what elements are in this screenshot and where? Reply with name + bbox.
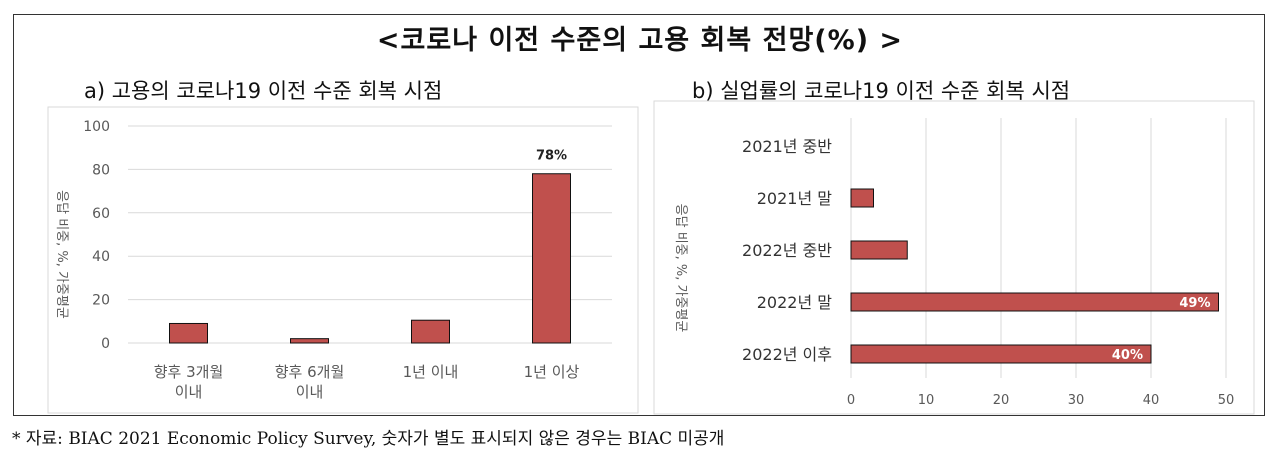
chart-a-bar	[532, 173, 571, 344]
chart-a-y-tick-label: 0	[101, 336, 110, 352]
chart-b-plot-border	[653, 100, 1255, 415]
chart-a-bar	[169, 322, 208, 344]
chart-frame	[13, 14, 1265, 416]
chart-b-data-label: 49%	[1179, 296, 1210, 311]
chart-b-y-tick-label: 2021년 중반	[742, 137, 832, 156]
chart-b-bar	[850, 292, 1219, 312]
chart-a-x-tick-label: 향후 3개월	[154, 363, 224, 381]
chart-a-bar	[290, 338, 329, 344]
chart-b-x-tick-label: 0	[847, 393, 855, 408]
chart-a-x-tick-label: 향후 6개월	[275, 363, 345, 381]
chart-b-x-tick-label: 50	[1218, 393, 1235, 408]
chart-a-x-tick-label: 이내	[296, 383, 324, 401]
chart-b-y-tick-label: 2022년 중반	[742, 241, 832, 260]
chart-a-y-tick-label: 100	[83, 119, 110, 135]
chart-b-y-axis-label: 응답 비중, %, 가중평균	[673, 204, 688, 333]
chart-b-y-tick-label: 2022년 이후	[742, 345, 832, 364]
chart-b-data-label: 40%	[1112, 348, 1143, 363]
chart-a-title: a) 고용의 코로나19 이전 수준 회복 시점	[84, 79, 443, 103]
chart-b-x-tick-label: 10	[918, 393, 935, 408]
source-note: * 자료: BIAC 2021 Economic Policy Survey, …	[12, 429, 725, 449]
chart-a-y-tick-label: 80	[92, 162, 110, 178]
chart-a-y-tick-label: 40	[92, 249, 110, 265]
chart-b-bar	[850, 344, 1152, 364]
chart-a-x-tick-label: 1년 이상	[524, 363, 580, 381]
chart-b-x-tick-label: 30	[1068, 393, 1085, 408]
main-title: <코로나 이전 수준의 고용 회복 전망(%) >	[376, 25, 904, 56]
chart-b-title: b) 실업률의 코로나19 이전 수준 회복 시점	[692, 79, 1071, 103]
chart-b-y-tick-label: 2021년 말	[757, 189, 833, 208]
chart-b-y-tick-label: 2022년 말	[757, 293, 833, 312]
chart-a-plot-border	[47, 106, 639, 414]
chart-a-data-label: 78%	[536, 149, 567, 164]
chart-a-y-tick-label: 20	[92, 293, 110, 309]
chart-b-x-tick-label: 20	[993, 393, 1010, 408]
chart-b-bar	[850, 188, 874, 208]
chart-b-bar	[850, 240, 908, 260]
chart-a-y-tick-label: 60	[92, 206, 110, 222]
chart-a-x-tick-label: 1년 이내	[403, 363, 459, 381]
chart-a-y-axis-label: 응답 비중, %, 가중평균	[54, 190, 69, 319]
chart-a-bar	[411, 319, 450, 344]
chart-a-x-tick-label: 이내	[175, 383, 203, 401]
chart-b-x-tick-label: 40	[1143, 393, 1160, 408]
